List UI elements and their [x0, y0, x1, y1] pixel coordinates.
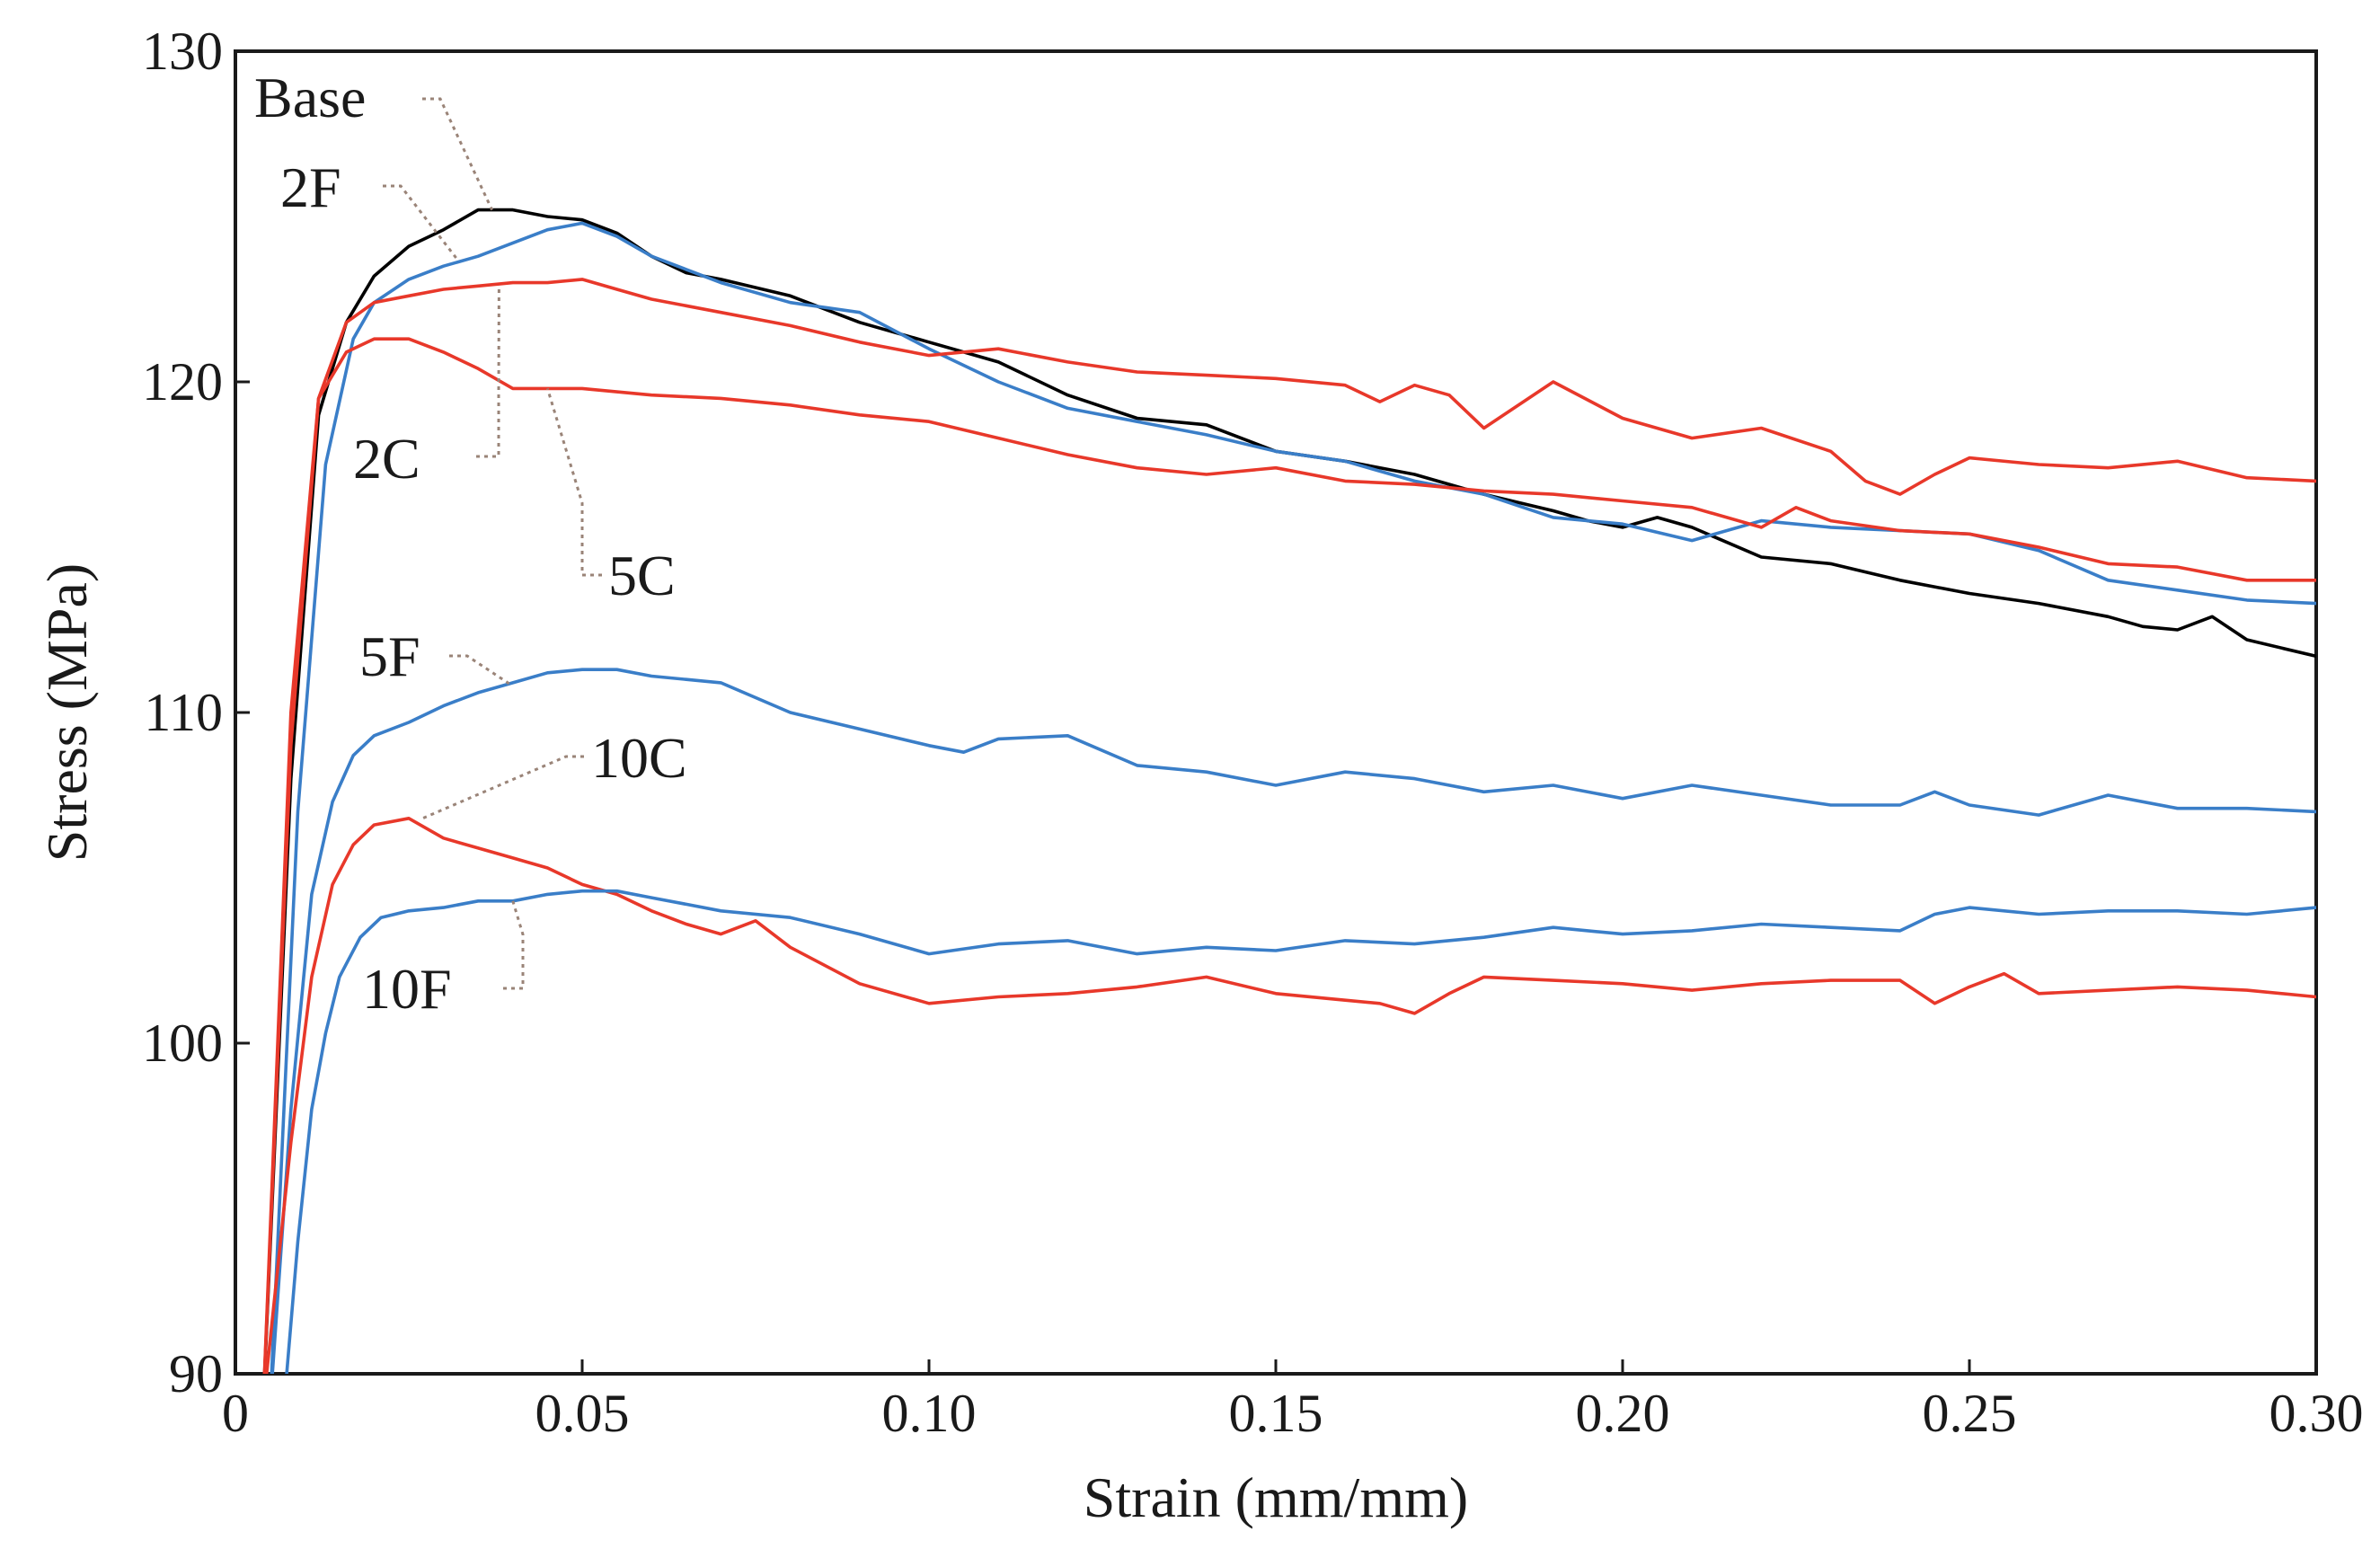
series-label-2f: 2F: [280, 155, 341, 219]
series-label-2c: 2C: [353, 427, 420, 491]
axes-layer: 0 0.05 0.10 0.15 0.20 0.25 0.30 90 100 110 120 130: [142, 22, 2364, 1443]
series-line-5f: [270, 668, 2316, 1374]
series-line-base: [262, 208, 2316, 1374]
y-tick-label: 120: [142, 352, 223, 412]
y-tick-label: 100: [142, 1013, 223, 1073]
x-tick-label: 0.30: [2269, 1384, 2364, 1443]
series-line-5c: [262, 337, 2316, 1374]
y-tick-label: 110: [144, 683, 223, 742]
series-label-10f: 10F: [362, 957, 452, 1021]
y-axis-title: Stress (MPa): [35, 563, 99, 862]
series-line-10f: [285, 889, 2316, 1374]
series-layer: [262, 208, 2316, 1374]
leader-line-10c: [421, 755, 584, 820]
series-label-5f: 5F: [359, 624, 420, 688]
y-tick-label: 90: [169, 1344, 223, 1403]
label-layer: Base 2F 2C 5C 5F 10C 10F: [254, 66, 687, 1021]
x-tick-label: 0.20: [1576, 1384, 1670, 1443]
series-line-2c: [262, 278, 2316, 1374]
series-line-2f: [270, 221, 2316, 1374]
leader-layer: [383, 97, 602, 990]
x-tick-label: 0.05: [535, 1384, 630, 1443]
series-line-10c: [264, 817, 2316, 1374]
leader-line-2c: [476, 286, 500, 458]
plot-frame: [234, 49, 2318, 1376]
leader-line-2f: [383, 184, 459, 261]
series-label-base: Base: [254, 66, 366, 129]
series-label-10c: 10C: [591, 726, 687, 790]
x-tick-label: 0.15: [1229, 1384, 1323, 1443]
y-tick-label: 130: [142, 22, 223, 81]
leader-line-10f: [503, 900, 525, 990]
leader-line-base: [422, 97, 493, 211]
series-label-5c: 5C: [608, 544, 676, 607]
leader-line-5c: [545, 387, 602, 577]
x-tick-label: 0: [222, 1384, 249, 1443]
x-axis-title: Strain (mm/mm): [1084, 1465, 1468, 1529]
x-tick-label: 0.10: [882, 1384, 977, 1443]
x-tick-label: 0.25: [1923, 1384, 2017, 1443]
leader-line-5f: [449, 654, 514, 687]
